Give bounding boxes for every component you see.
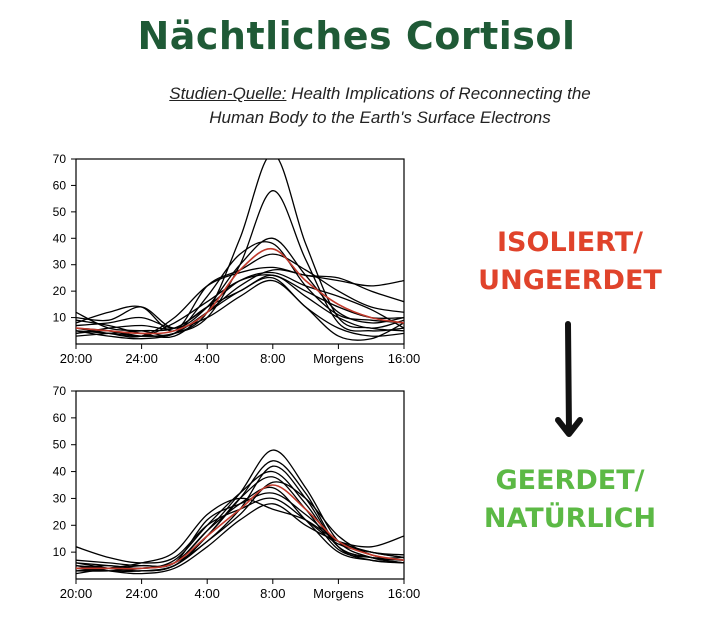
arrow-down-icon — [555, 321, 583, 437]
bottom-xtick-label: 16:00 — [388, 586, 421, 601]
top-xtick-label: 4:00 — [195, 351, 220, 366]
bottom-ytick-label: 50 — [53, 438, 67, 452]
bottom-xtick-label: 8:00 — [260, 586, 285, 601]
bottom-ytick-label: 10 — [53, 545, 67, 559]
bottom-xtick-label: 24:00 — [125, 586, 158, 601]
top-xtick-label: 16:00 — [388, 351, 421, 366]
isolated-label: ISOLIERT/ UNGEERDET — [452, 224, 688, 300]
top-series-line-9 — [76, 276, 404, 340]
bottom-series-line-6 — [76, 497, 404, 564]
bottom-xtick-label: 4:00 — [195, 586, 220, 601]
top-xtick-label: Morgens — [313, 351, 364, 366]
top-series-line-10 — [76, 279, 404, 341]
grounded-label: GEERDET/ NATÜRLICH — [452, 462, 688, 538]
bottom-xtick-label: 20:00 — [60, 586, 93, 601]
bottom-series-line-10 — [76, 497, 404, 575]
top-series-line-3 — [76, 237, 404, 329]
top-mean-line — [76, 248, 404, 335]
top-ytick-label: 30 — [53, 258, 67, 272]
top-ytick-label: 40 — [53, 231, 67, 245]
bottom-series-line-7 — [76, 481, 404, 573]
grounded-label-line1: GEERDET/ — [495, 465, 645, 496]
source-title-line2: Human Body to the Earth's Surface Electr… — [209, 108, 551, 127]
grounded-label-line2: NATÜRLICH — [483, 503, 657, 534]
bottom-ytick-label: 20 — [53, 518, 67, 532]
isolated-label-line2: UNGEERDET — [478, 265, 662, 296]
bottom-ytick-label: 70 — [53, 384, 67, 398]
top-series-line-4 — [76, 241, 404, 337]
top-ytick-label: 70 — [53, 152, 67, 166]
page-title: Nächtliches Cortisol — [137, 14, 576, 58]
top-ytick-label: 50 — [53, 205, 67, 219]
isolated-label-line1: ISOLIERT/ — [497, 227, 643, 258]
top-ytick-label: 20 — [53, 284, 67, 298]
source-caption: Studien-Quelle: Health Implications of R… — [100, 82, 660, 130]
bottom-ytick-label: 60 — [53, 411, 67, 425]
top-ytick-label: 60 — [53, 178, 67, 192]
top-series-line-6 — [76, 266, 404, 338]
source-label: Studien-Quelle: — [169, 84, 287, 103]
top-xtick-label: 8:00 — [260, 351, 285, 366]
top-xtick-label: 20:00 — [60, 351, 93, 366]
chart-grounded: 10 20 30 40 50 60 70 20:00 24:00 4:00 8:00 Morgens 1… — [53, 384, 421, 601]
bottom-xtick-label: Morgens — [313, 586, 364, 601]
bottom-plot-frame — [75, 390, 405, 580]
top-ytick-label: 10 — [53, 311, 67, 325]
bottom-ytick-label: 40 — [53, 465, 67, 479]
chart-isolated: 10 20 30 40 50 60 70 20:00 24:00 4:00 8:00 Morgens 1… — [53, 152, 421, 366]
bottom-series-line-1 — [76, 449, 404, 572]
top-plot-frame — [75, 158, 405, 345]
bottom-ytick-label: 30 — [53, 491, 67, 505]
top-xtick-label: 24:00 — [125, 351, 158, 366]
top-series-line-12 — [76, 274, 404, 337]
top-series-line-2 — [76, 190, 404, 337]
source-title-line1: Health Implications of Reconnecting the — [291, 84, 591, 103]
bottom-series-line-9 — [76, 503, 404, 575]
bottom-mean-line — [76, 484, 404, 570]
top-series-line-1 — [76, 159, 404, 337]
